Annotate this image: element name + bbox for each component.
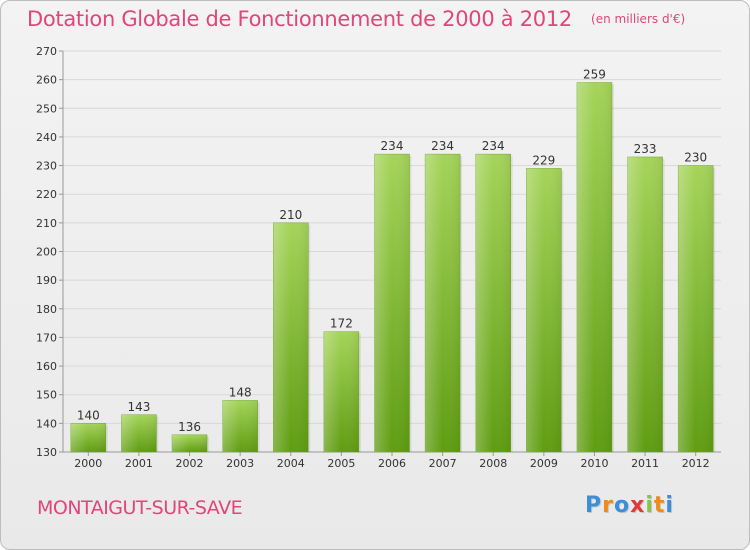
y-tick-label: 240 [36,131,57,144]
x-tick-label: 2004 [277,457,305,470]
data-label: 230 [684,151,707,165]
x-tick-label: 2000 [74,457,102,470]
brand-letter: i [665,493,674,518]
x-tick-label: 2002 [176,457,204,470]
data-label: 229 [532,153,555,167]
x-tick-label: 2001 [125,457,153,470]
data-label: 259 [583,68,606,82]
data-label: 233 [634,142,657,156]
bar-sheen [425,154,461,452]
y-tick-label: 190 [36,274,57,287]
bar-sheen [374,154,410,452]
brand-letter: i [645,493,654,518]
bar-sheen [121,414,157,452]
labels: 130 140 150 160 170 180 190 200 210 220 230 240 250 2… [36,45,710,470]
y-tick-label: 180 [36,303,57,316]
place-name: MONTAIGUT-SUR-SAVE [37,497,243,519]
x-tick-label: 2007 [429,457,457,470]
y-tick-label: 260 [36,74,57,87]
x-tick-label: 2008 [479,457,507,470]
brand-letter: r [602,493,614,518]
data-label: 234 [482,139,505,153]
bar-sheen [172,434,208,452]
y-tick-label: 250 [36,102,57,115]
bar-sheen [222,400,258,452]
brand-letter: t [653,493,666,518]
y-tick-label: 160 [36,360,57,373]
bar-sheen [475,154,511,452]
brand-logo: Proxiti [585,493,674,518]
y-tick-label: 230 [36,160,57,173]
data-label: 148 [229,385,252,399]
bar-sheen [70,423,106,452]
data-label: 143 [127,400,150,414]
data-label: 210 [279,208,302,222]
y-tick-label: 130 [36,446,57,459]
brand-letter: o [613,493,631,518]
data-label: 136 [178,420,201,434]
brand-letter: P [585,493,603,518]
x-tick-label: 2003 [226,457,254,470]
x-tick-label: 2006 [378,457,406,470]
x-tick-label: 2009 [530,457,558,470]
data-label: 234 [381,139,404,153]
bar-sheen [323,331,359,452]
chart-title: Dotation Globale de Fonctionnement de 20… [27,7,572,31]
y-tick-label: 140 [36,417,57,430]
brand-letter: x [630,493,646,518]
bar-sheen [526,168,562,452]
chart-unit: (en milliers d'€) [591,12,686,26]
bars [70,82,716,453]
y-tick-label: 220 [36,188,57,201]
data-label: 234 [431,139,454,153]
data-label: 172 [330,317,353,331]
bar-sheen [678,165,714,453]
y-tick-label: 210 [36,217,57,230]
bar-sheen [273,222,309,452]
y-tick-label: 270 [36,45,57,58]
x-tick-label: 2012 [682,457,710,470]
y-tick-label: 150 [36,389,57,402]
title-row: Dotation Globale de Fonctionnement de 20… [27,7,685,31]
x-tick-label: 2010 [580,457,608,470]
y-tick-label: 200 [36,246,57,259]
bar-sheen [576,82,612,452]
bar-sheen [627,156,663,452]
y-tick-label: 170 [36,331,57,344]
data-label: 140 [77,408,100,422]
x-tick-label: 2011 [631,457,659,470]
x-tick-label: 2005 [327,457,355,470]
